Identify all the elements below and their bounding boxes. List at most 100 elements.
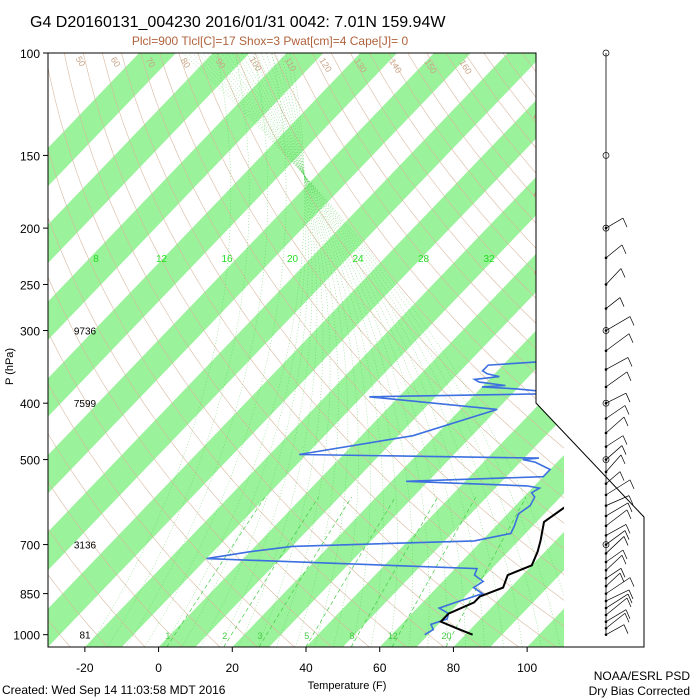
wind-barb <box>605 268 622 285</box>
mixing-ratio-line <box>166 496 266 647</box>
wind-barb <box>605 549 624 563</box>
isotherm-band <box>158 224 564 647</box>
wind-barb <box>605 495 630 506</box>
mixing-ratio-label: 20 <box>441 631 451 641</box>
wind-calm-circle <box>602 541 610 548</box>
wind-barb-flag <box>620 568 626 578</box>
wind-barb <box>605 624 625 635</box>
wetbulb-label: 8 <box>93 254 99 265</box>
wind-barb-flag <box>619 471 625 481</box>
wind-barb <box>605 297 621 309</box>
y-tick-label: 150 <box>20 149 40 163</box>
y-tick-label: 300 <box>20 325 40 339</box>
dry-adiabat <box>48 528 146 647</box>
wind-barb-flag <box>623 624 629 634</box>
moist-adiabat <box>125 53 268 647</box>
isotherm-band <box>306 378 564 647</box>
theta-label: 50 <box>74 55 88 69</box>
wind-barb <box>605 454 622 473</box>
x-tick-label: 0 <box>155 661 162 675</box>
wind-barb <box>605 445 623 460</box>
moist-adiabat <box>211 53 466 647</box>
x-tick-label: 60 <box>373 661 387 675</box>
dry-adiabat <box>48 481 183 647</box>
footer-created: Created: Wed Sep 14 11:03:58 MDT 2016 <box>2 683 226 697</box>
wind-calm-circle <box>602 456 610 463</box>
wind-barb-flag <box>622 435 628 445</box>
moist-adiabat <box>187 53 561 647</box>
chart-title: G4 D20160131_004230 2016/01/31 0042: 7.0… <box>30 14 446 31</box>
dry-adiabats <box>48 53 564 647</box>
moist-adiabat <box>241 53 371 647</box>
wind-barb <box>605 392 627 404</box>
height-label: 81 <box>79 631 91 642</box>
wind-barb-flag <box>627 357 633 367</box>
mixing-ratio-line <box>350 496 438 647</box>
moist-adiabat <box>219 53 313 647</box>
moist-adiabat <box>192 53 542 647</box>
wind-barb-flag <box>628 589 634 600</box>
wind-barb <box>605 572 621 587</box>
isotherm-band <box>48 53 398 417</box>
x-tick-label: -20 <box>76 661 94 675</box>
dry-adiabat <box>254 53 564 449</box>
wind-barb-flag <box>626 371 632 382</box>
mixing-ratio-label: 12 <box>388 631 398 641</box>
wind-barb-flag <box>627 502 633 513</box>
y-tick-label: 700 <box>20 539 40 553</box>
moist-adiabat <box>144 53 287 647</box>
x-tick-label: 20 <box>226 661 240 675</box>
wind-barb <box>605 479 631 496</box>
green-isotherm-bands <box>48 53 564 647</box>
wind-barb-flag <box>621 244 627 254</box>
dry-adiabat <box>330 53 564 351</box>
dry-adiabat <box>159 53 564 575</box>
wind-barb <box>605 530 626 545</box>
theta-label: 70 <box>144 56 158 70</box>
wind-barb-flag <box>628 333 634 343</box>
y-tick-label: 250 <box>20 278 40 292</box>
wind-barb <box>605 405 626 419</box>
wind-calm-circle <box>602 49 610 57</box>
plot-frame <box>47 52 645 648</box>
wind-barb <box>605 568 622 579</box>
dry-adiabat <box>48 276 333 647</box>
dry-adiabat <box>140 53 564 601</box>
isotherm-band <box>48 53 324 340</box>
wind-barb <box>605 613 626 629</box>
footer-correction: Dry Bias Corrected <box>589 684 690 698</box>
height-label: 9736 <box>74 327 97 338</box>
moist-adiabat <box>221 53 430 647</box>
moist-adiabat <box>107 53 250 647</box>
dry-adiabat <box>48 331 295 647</box>
wind-barb-flag <box>623 536 629 546</box>
wind-barb <box>605 371 628 388</box>
moist-adiabat <box>88 53 232 647</box>
y-tick-label: 850 <box>20 588 40 602</box>
dewpoint-line <box>206 340 564 636</box>
height-label: 3136 <box>74 541 97 552</box>
wind-barb-flag <box>625 609 631 619</box>
x-tick-label: 40 <box>299 661 313 675</box>
x-axis-ticks: -20 0 20 40 60 80 100 <box>76 647 537 675</box>
isotherm-band <box>84 147 564 647</box>
mixing-ratio-line <box>223 496 319 647</box>
moist-adiabat <box>197 53 523 647</box>
isotherm-band <box>48 53 176 187</box>
wind-barb-flag <box>626 597 632 608</box>
y-tick-label: 1000 <box>13 629 40 643</box>
theta-label: 90 <box>214 57 228 71</box>
mixing-ratio-label: 1 <box>165 631 170 641</box>
wind-barb <box>605 435 624 447</box>
x-tick-label: 80 <box>447 661 461 675</box>
wind-barb-flag <box>629 316 635 326</box>
y-axis-ticks: 100 150 200 250 300 400 500 700 850 1000 <box>13 47 48 643</box>
wind-barb-flag <box>624 405 630 415</box>
dry-adiabat <box>216 53 564 499</box>
chart-subtitle: Plcl=900 Tlcl[C]=17 Shox=3 Pwat[cm]=4 Ca… <box>132 34 409 48</box>
wind-barb <box>605 609 627 623</box>
y-tick-label: 100 <box>20 47 40 61</box>
mixing-ratio-line <box>305 496 396 647</box>
moist-adiabat <box>256 53 339 647</box>
